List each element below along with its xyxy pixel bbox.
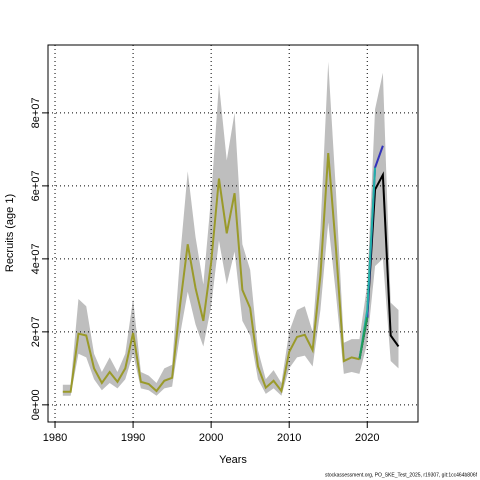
- x-axis-label: Years: [219, 454, 247, 466]
- y-tick-label: 0e+00: [30, 389, 42, 420]
- y-tick-label: 2e+07: [30, 316, 42, 347]
- x-tick-label: 2010: [277, 432, 301, 444]
- plot-frame: [47, 44, 419, 423]
- x-tick-label: 2000: [199, 432, 223, 444]
- series-line: [62, 152, 360, 394]
- y-axis-label: Recruits (age 1): [4, 194, 16, 272]
- x-tick-label: 2020: [355, 432, 379, 444]
- y-tick-label: 8e+07: [30, 97, 42, 128]
- x-tick-label: 1990: [121, 432, 145, 444]
- y-tick-label: 6e+07: [30, 170, 42, 201]
- series-line: [358, 317, 369, 360]
- confidence-band: [62, 61, 399, 396]
- y-tick-label: 4e+07: [30, 243, 42, 274]
- x-tick-label: 1980: [43, 432, 67, 444]
- footnote: stockassessment.org, PO_SKE_Test_2025, r…: [325, 472, 478, 478]
